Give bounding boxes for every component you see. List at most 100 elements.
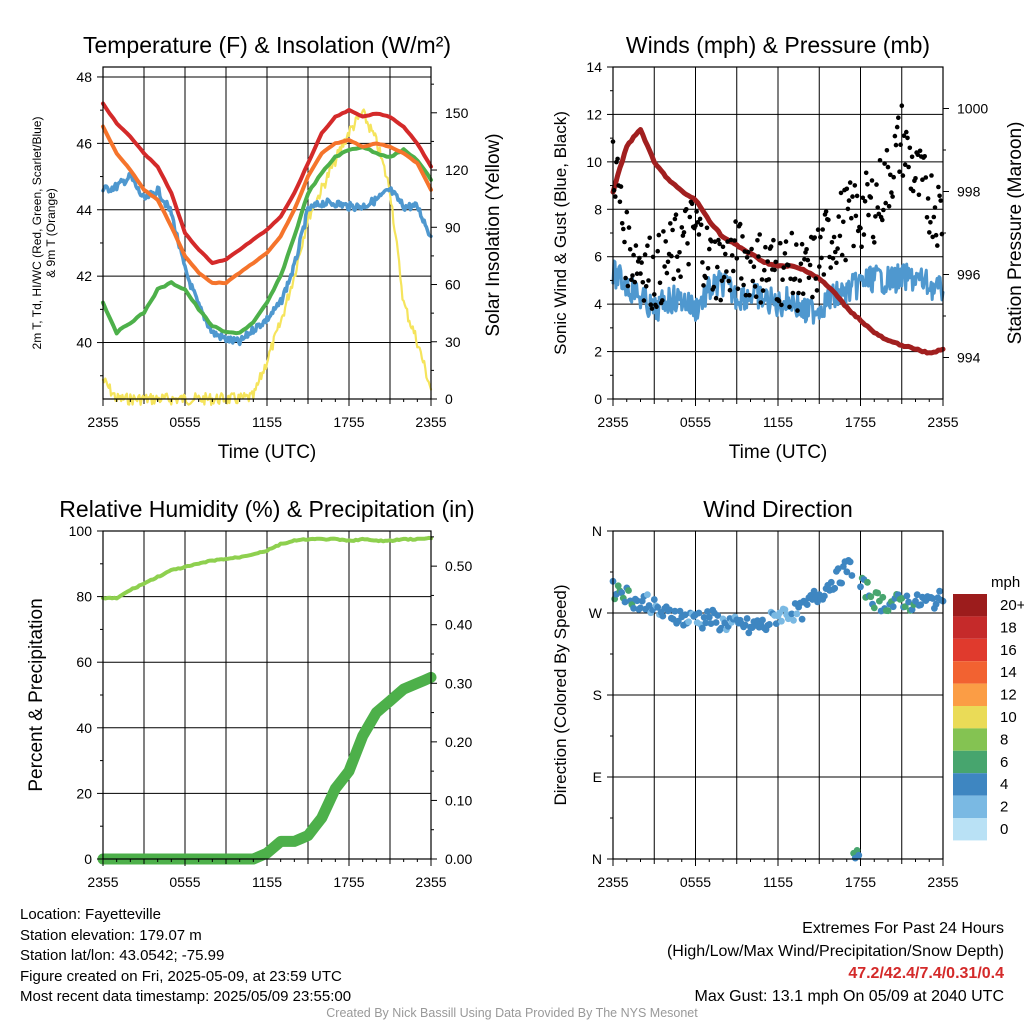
direction-point: [857, 583, 864, 591]
gust-point: [759, 277, 765, 282]
gust-point: [863, 170, 869, 176]
gust-point: [806, 275, 812, 281]
gust-point: [849, 215, 854, 221]
gust-point: [836, 214, 841, 219]
gust-point: [721, 274, 727, 280]
gust-point: [671, 276, 676, 282]
gust-point: [696, 232, 702, 237]
direction-point: [659, 612, 667, 620]
station-elevation: Station elevation: 179.07 m: [20, 926, 202, 944]
direction-point: [827, 578, 835, 586]
gust-point: [745, 249, 751, 255]
gust-point: [829, 240, 835, 245]
gust-point: [627, 247, 633, 252]
direction-point: [879, 593, 887, 601]
gust-point: [756, 254, 761, 259]
gust-point: [800, 291, 806, 297]
y2-tick-label: 0: [445, 391, 453, 407]
colorbar-swatch: [953, 706, 987, 729]
humidity-y2-axis: 0.00 0.10 0.20 0.30 0.40 0.50: [431, 536, 472, 867]
gust-point: [884, 148, 890, 153]
gust-point: [847, 180, 853, 185]
gust-point: [915, 152, 921, 157]
colorbar-label: 6: [1000, 754, 1008, 771]
gust-point: [819, 255, 824, 261]
gust-point: [753, 294, 759, 300]
humidity-y-axis: 0 20 40 60 80 100: [69, 523, 103, 867]
gust-point: [707, 246, 712, 252]
gust-point: [737, 221, 743, 227]
gust-point: [904, 129, 909, 135]
gust-point: [693, 223, 698, 229]
gust-point: [804, 247, 809, 252]
direction-point: [855, 851, 863, 859]
gust-point: [851, 243, 856, 249]
x-tick-label: 0555: [680, 414, 711, 430]
y2-tick-label: 90: [445, 219, 461, 235]
gust-point: [715, 264, 720, 270]
humidity-x-axis: 2355 0555 1155 1755 2355: [87, 859, 447, 890]
gust-point: [860, 195, 866, 201]
gust-point: [880, 217, 885, 223]
series-line: [101, 145, 433, 336]
gust-point: [632, 279, 638, 285]
y2-axis-label: Station Pressure (Maroon): [1005, 122, 1024, 345]
gust-point: [679, 225, 685, 230]
gust-point: [794, 242, 799, 247]
gust-point: [685, 241, 690, 246]
y2-tick-label: 1000: [957, 101, 988, 117]
colorbar-swatch: [953, 795, 987, 818]
gust-point: [938, 198, 943, 203]
direction-point: [671, 607, 679, 615]
colorbar-label: 0: [1000, 821, 1008, 838]
direction-point: [917, 601, 925, 609]
x-tick-label: 1755: [845, 414, 876, 430]
direction-point: [644, 591, 651, 598]
gust-point: [917, 148, 923, 154]
gust-point: [886, 203, 892, 209]
x-tick-label: 0555: [680, 874, 711, 890]
y-tick-label: 20: [76, 785, 92, 801]
gust-point: [843, 257, 848, 263]
gust-point: [907, 145, 913, 151]
y2-tick-label: 0.40: [445, 617, 472, 633]
gust-point: [845, 206, 851, 212]
gust-point: [835, 246, 840, 251]
gust-point: [615, 156, 620, 162]
gust-point: [896, 115, 901, 120]
gust-point: [929, 173, 934, 178]
gust-point: [869, 178, 875, 183]
gust-point: [734, 256, 740, 261]
y2-tick-label: 150: [445, 105, 469, 121]
gust-point: [930, 234, 935, 240]
gust-point: [701, 283, 706, 288]
gust-point: [898, 142, 903, 147]
direction-point: [700, 614, 708, 621]
series-line: [101, 101, 433, 266]
y-tick-label: 4: [594, 296, 602, 312]
direction-point: [936, 587, 943, 595]
gust-point: [913, 176, 918, 181]
gust-point: [779, 302, 784, 308]
gust-point: [724, 269, 729, 274]
gust-point: [678, 274, 683, 280]
winds-x-axis: 2355 0555 1155 1755 2355 Time (UTC): [597, 399, 959, 463]
y2-axis-label: Solar Insolation (Yellow): [483, 133, 504, 336]
gust-point: [766, 277, 772, 282]
gust-point: [927, 230, 932, 235]
gust-point: [709, 239, 714, 244]
y2-tick-label: 0.20: [445, 734, 472, 750]
x-tick-label: 2355: [597, 414, 628, 430]
gust-point: [795, 308, 800, 313]
y2-tick-label: 998: [957, 184, 981, 200]
gust-point: [792, 276, 798, 282]
gust-point: [674, 254, 680, 259]
direction-point: [714, 612, 722, 619]
gust-point: [673, 212, 679, 217]
y-tick-label: 42: [76, 268, 92, 284]
colorbar-label: 14: [1000, 664, 1017, 681]
gust-point: [662, 264, 667, 269]
direction-point: [681, 611, 689, 619]
gust-point: [897, 169, 902, 174]
